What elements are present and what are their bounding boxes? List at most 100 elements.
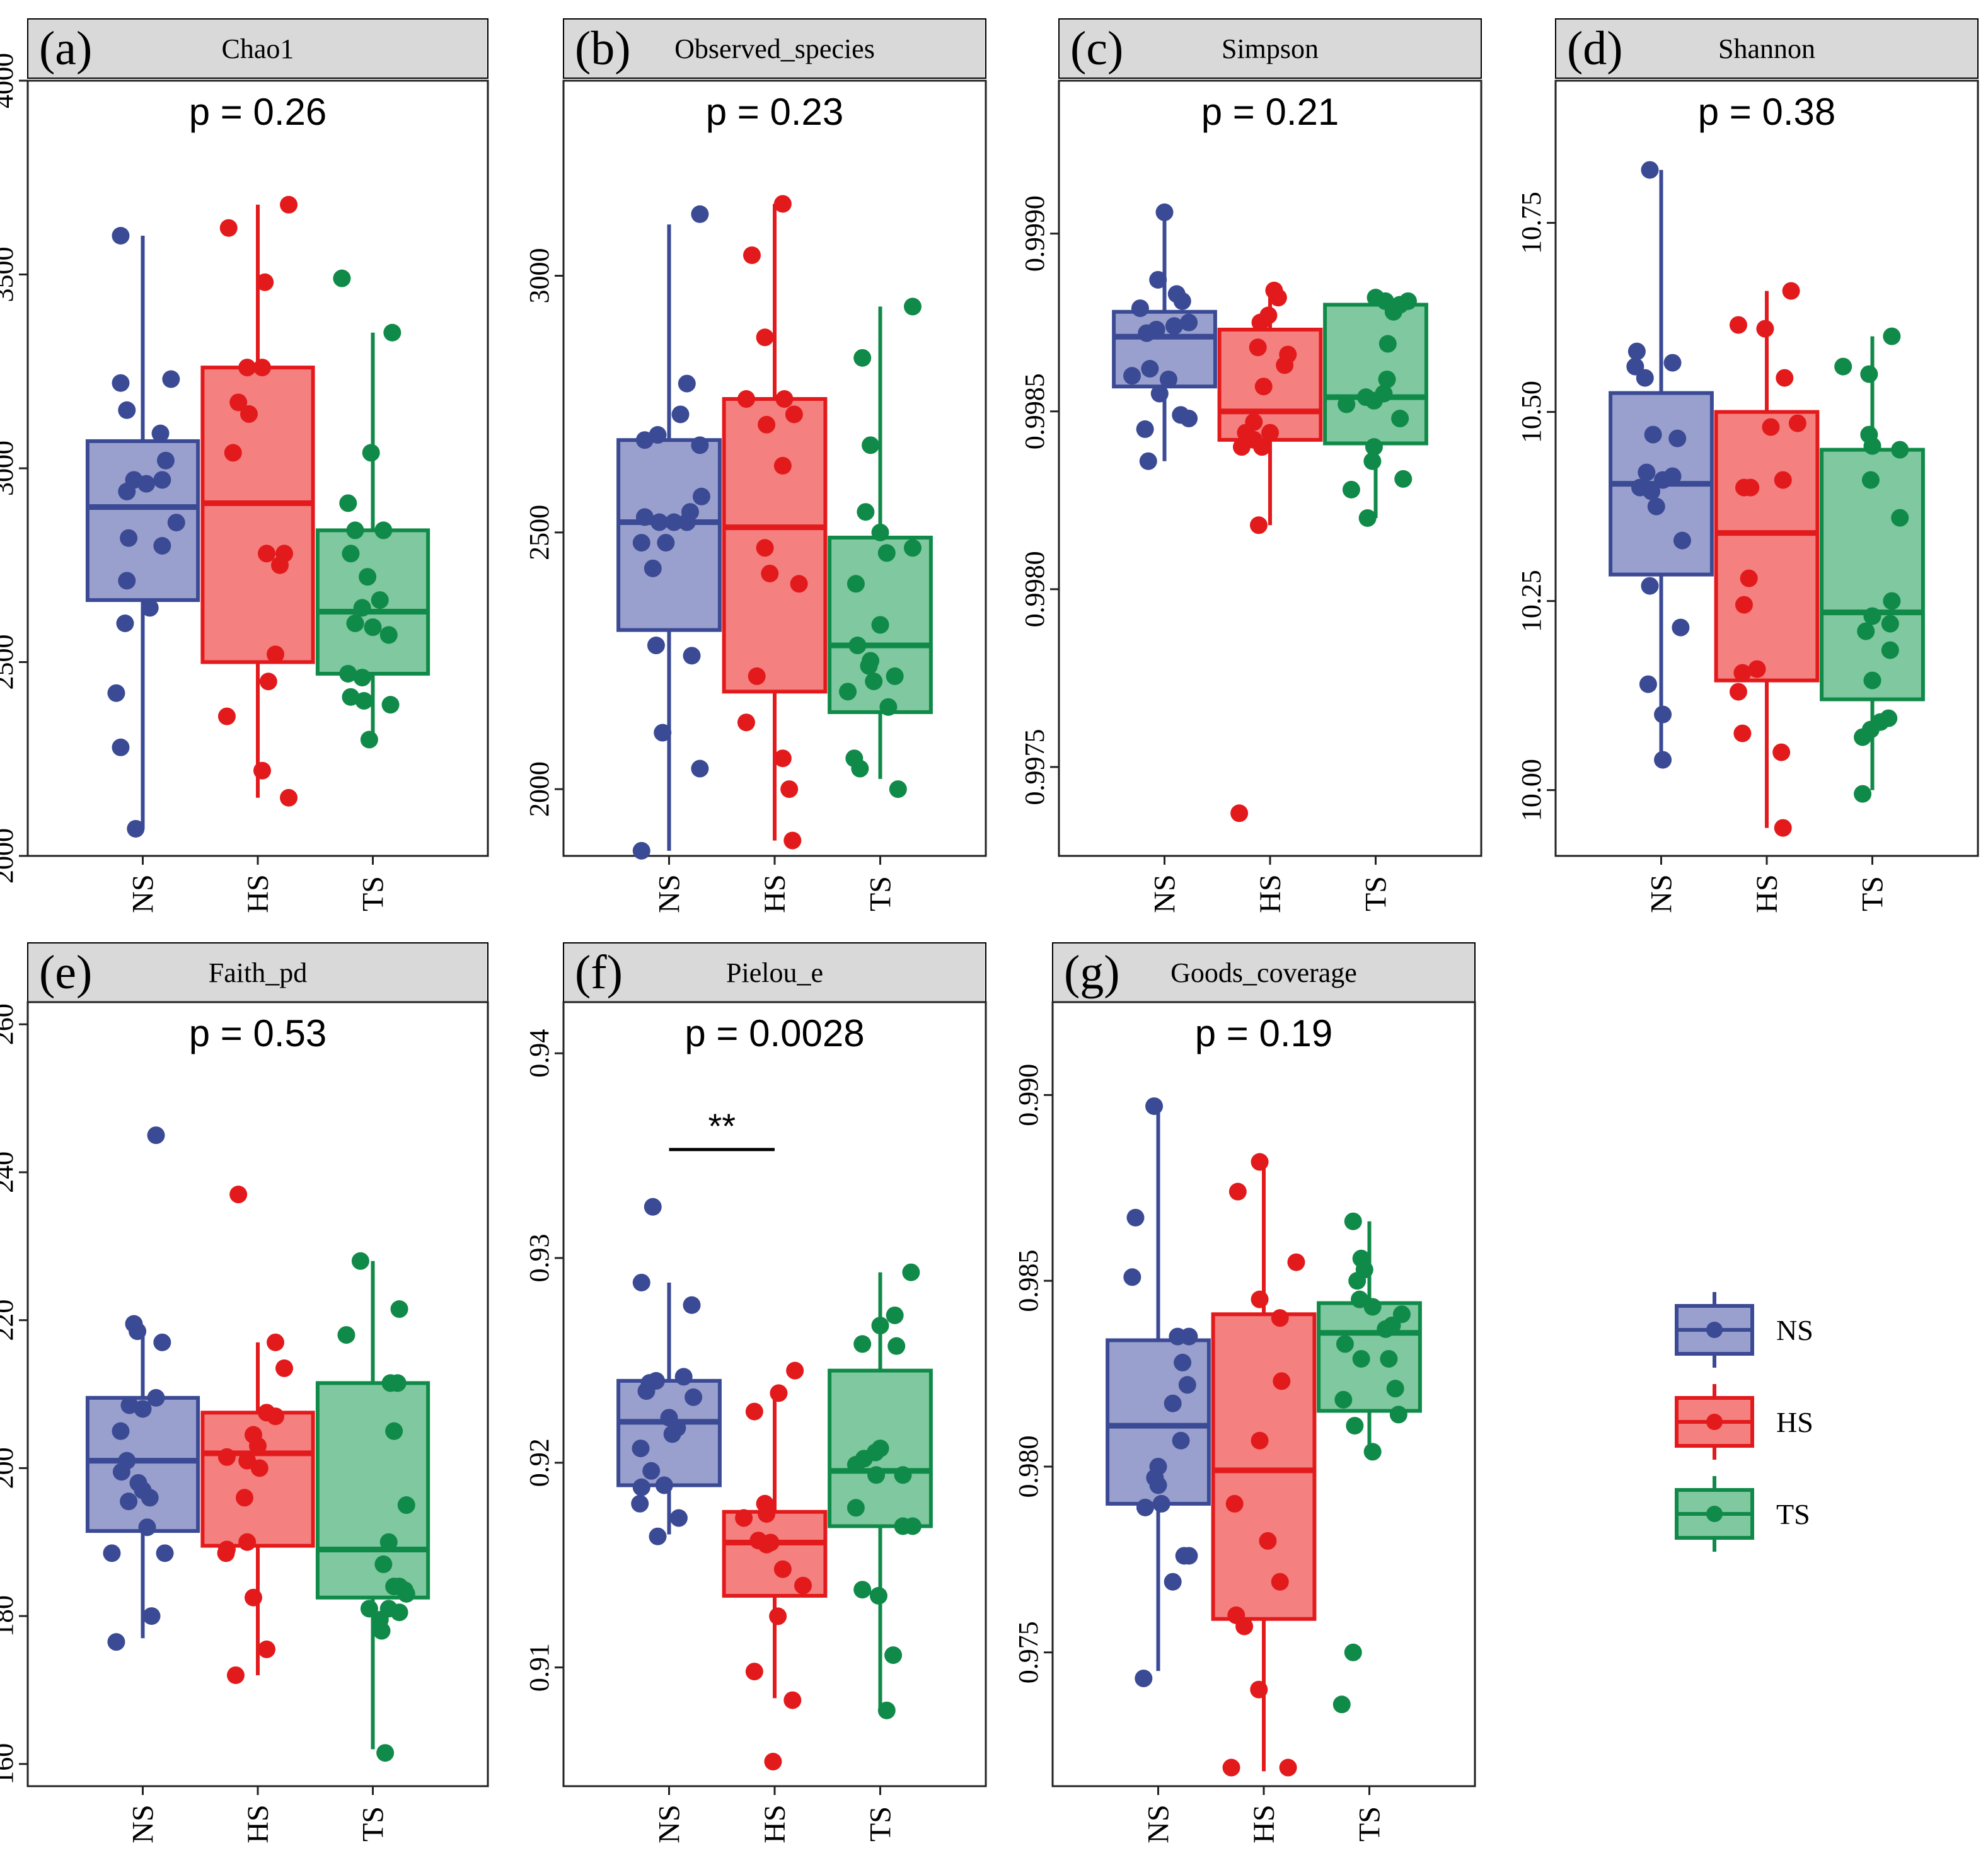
box-hs: [1714, 291, 1820, 828]
box-ns: [85, 1327, 200, 1639]
data-point-hs: [780, 780, 799, 799]
y-tick-label: 0.985: [1013, 1250, 1044, 1312]
data-point-hs: [1254, 378, 1273, 396]
data-point-hs: [783, 831, 802, 850]
data-point-hs: [250, 1459, 269, 1477]
x-tick-label-ts: TS: [864, 876, 898, 911]
data-point-ts: [1377, 1320, 1395, 1338]
data-point-hs: [737, 390, 755, 408]
x-tick-label-hs: HS: [241, 1804, 275, 1843]
data-point-ts: [848, 637, 867, 655]
data-point-ns: [156, 451, 175, 470]
data-point-ns: [631, 1494, 649, 1513]
y-tick-label: 10.00: [1516, 759, 1547, 821]
legend: NS HS TS: [1675, 1292, 1813, 1552]
y-tick-label: 10.25: [1516, 570, 1547, 632]
data-point-ns: [1180, 313, 1198, 332]
data-point-ns: [685, 1388, 703, 1406]
panel-letter: (f): [575, 946, 623, 999]
data-point-ts: [1860, 365, 1878, 383]
data-point-ns: [1647, 497, 1665, 516]
data-point-hs: [1271, 1573, 1289, 1591]
data-point-ns: [1636, 369, 1654, 387]
data-point-ts: [1863, 437, 1881, 455]
data-point-hs: [1269, 289, 1287, 307]
data-point-ns: [1135, 1670, 1153, 1688]
data-point-ns: [671, 405, 690, 424]
data-point-ts: [903, 297, 922, 316]
data-point-ts: [1358, 509, 1377, 527]
box-ts: [1820, 336, 1925, 790]
data-point-ns: [118, 572, 136, 590]
data-point-ns: [683, 647, 701, 665]
data-point-hs: [1235, 1617, 1254, 1636]
data-point-ts: [353, 669, 371, 687]
y-tick-label: 0.9990: [1019, 195, 1050, 272]
data-point-ts: [857, 503, 875, 521]
data-point-ns: [692, 487, 710, 505]
data-point-ts: [1363, 1298, 1382, 1316]
data-point-ns: [142, 1607, 161, 1625]
data-point-ts: [853, 349, 872, 367]
legend-item-ts: TS: [1675, 1476, 1810, 1552]
data-point-hs: [253, 761, 272, 780]
data-point-ns: [649, 426, 667, 444]
data-point-ts: [346, 615, 364, 632]
data-point-ns: [147, 1388, 165, 1407]
p-value-label: p = 0.19: [1195, 1012, 1333, 1054]
x-tick-label-hs: HS: [241, 874, 275, 913]
data-point-ns: [112, 227, 130, 245]
data-point-ts: [364, 618, 382, 637]
x-tick-label-ns: NS: [1148, 874, 1182, 913]
y-tick-label: 2000: [524, 761, 555, 817]
data-point-hs: [224, 444, 242, 462]
data-point-ns: [1663, 467, 1682, 485]
data-point-ns: [1641, 577, 1659, 595]
data-point-ts: [360, 730, 378, 749]
data-point-ns: [678, 513, 696, 531]
data-point-ns: [151, 424, 170, 442]
data-point-hs: [267, 1333, 285, 1351]
data-point-ns: [1654, 751, 1672, 769]
data-point-ts: [1334, 1390, 1353, 1409]
panel-title: Chao1: [222, 33, 294, 64]
data-point-hs: [1740, 569, 1758, 587]
data-point-hs: [1774, 819, 1792, 837]
data-point-ns: [1139, 452, 1157, 470]
data-point-ts: [1863, 671, 1881, 690]
y-tick-label: 0.990: [1013, 1064, 1044, 1126]
data-point-hs: [1733, 724, 1752, 742]
data-point-hs: [258, 545, 276, 563]
data-point-ts: [390, 1603, 408, 1622]
data-point-ns: [691, 436, 709, 454]
box-hs: [200, 204, 315, 798]
data-point-hs: [773, 456, 792, 475]
data-point-ts: [1386, 1380, 1404, 1398]
legend-key-dot: [1706, 1322, 1723, 1338]
data-point-hs: [783, 1691, 802, 1709]
data-point-ts: [862, 436, 880, 454]
data-point-ts: [385, 1422, 403, 1440]
data-point-ns: [1644, 425, 1662, 444]
data-point-hs: [1788, 414, 1806, 432]
data-point-ts: [869, 1586, 887, 1605]
data-point-hs: [217, 1448, 236, 1466]
panel-title: Observed_species: [674, 33, 875, 64]
p-value-label: p = 0.53: [189, 1012, 327, 1054]
data-point-ns: [1149, 270, 1167, 289]
y-tick-label: 2500: [0, 635, 19, 690]
data-point-ns: [1123, 1268, 1141, 1286]
data-point-ts: [1344, 1212, 1362, 1230]
y-tick-label: 0.9980: [1019, 551, 1050, 627]
box-iqr: [85, 1395, 200, 1533]
data-point-ns: [649, 1527, 667, 1545]
data-point-ns: [632, 1478, 650, 1496]
data-point-hs: [1228, 1182, 1247, 1201]
data-point-ts: [353, 599, 371, 617]
data-point-hs: [275, 1359, 294, 1377]
data-point-hs: [1782, 282, 1800, 300]
data-point-hs: [773, 749, 792, 768]
